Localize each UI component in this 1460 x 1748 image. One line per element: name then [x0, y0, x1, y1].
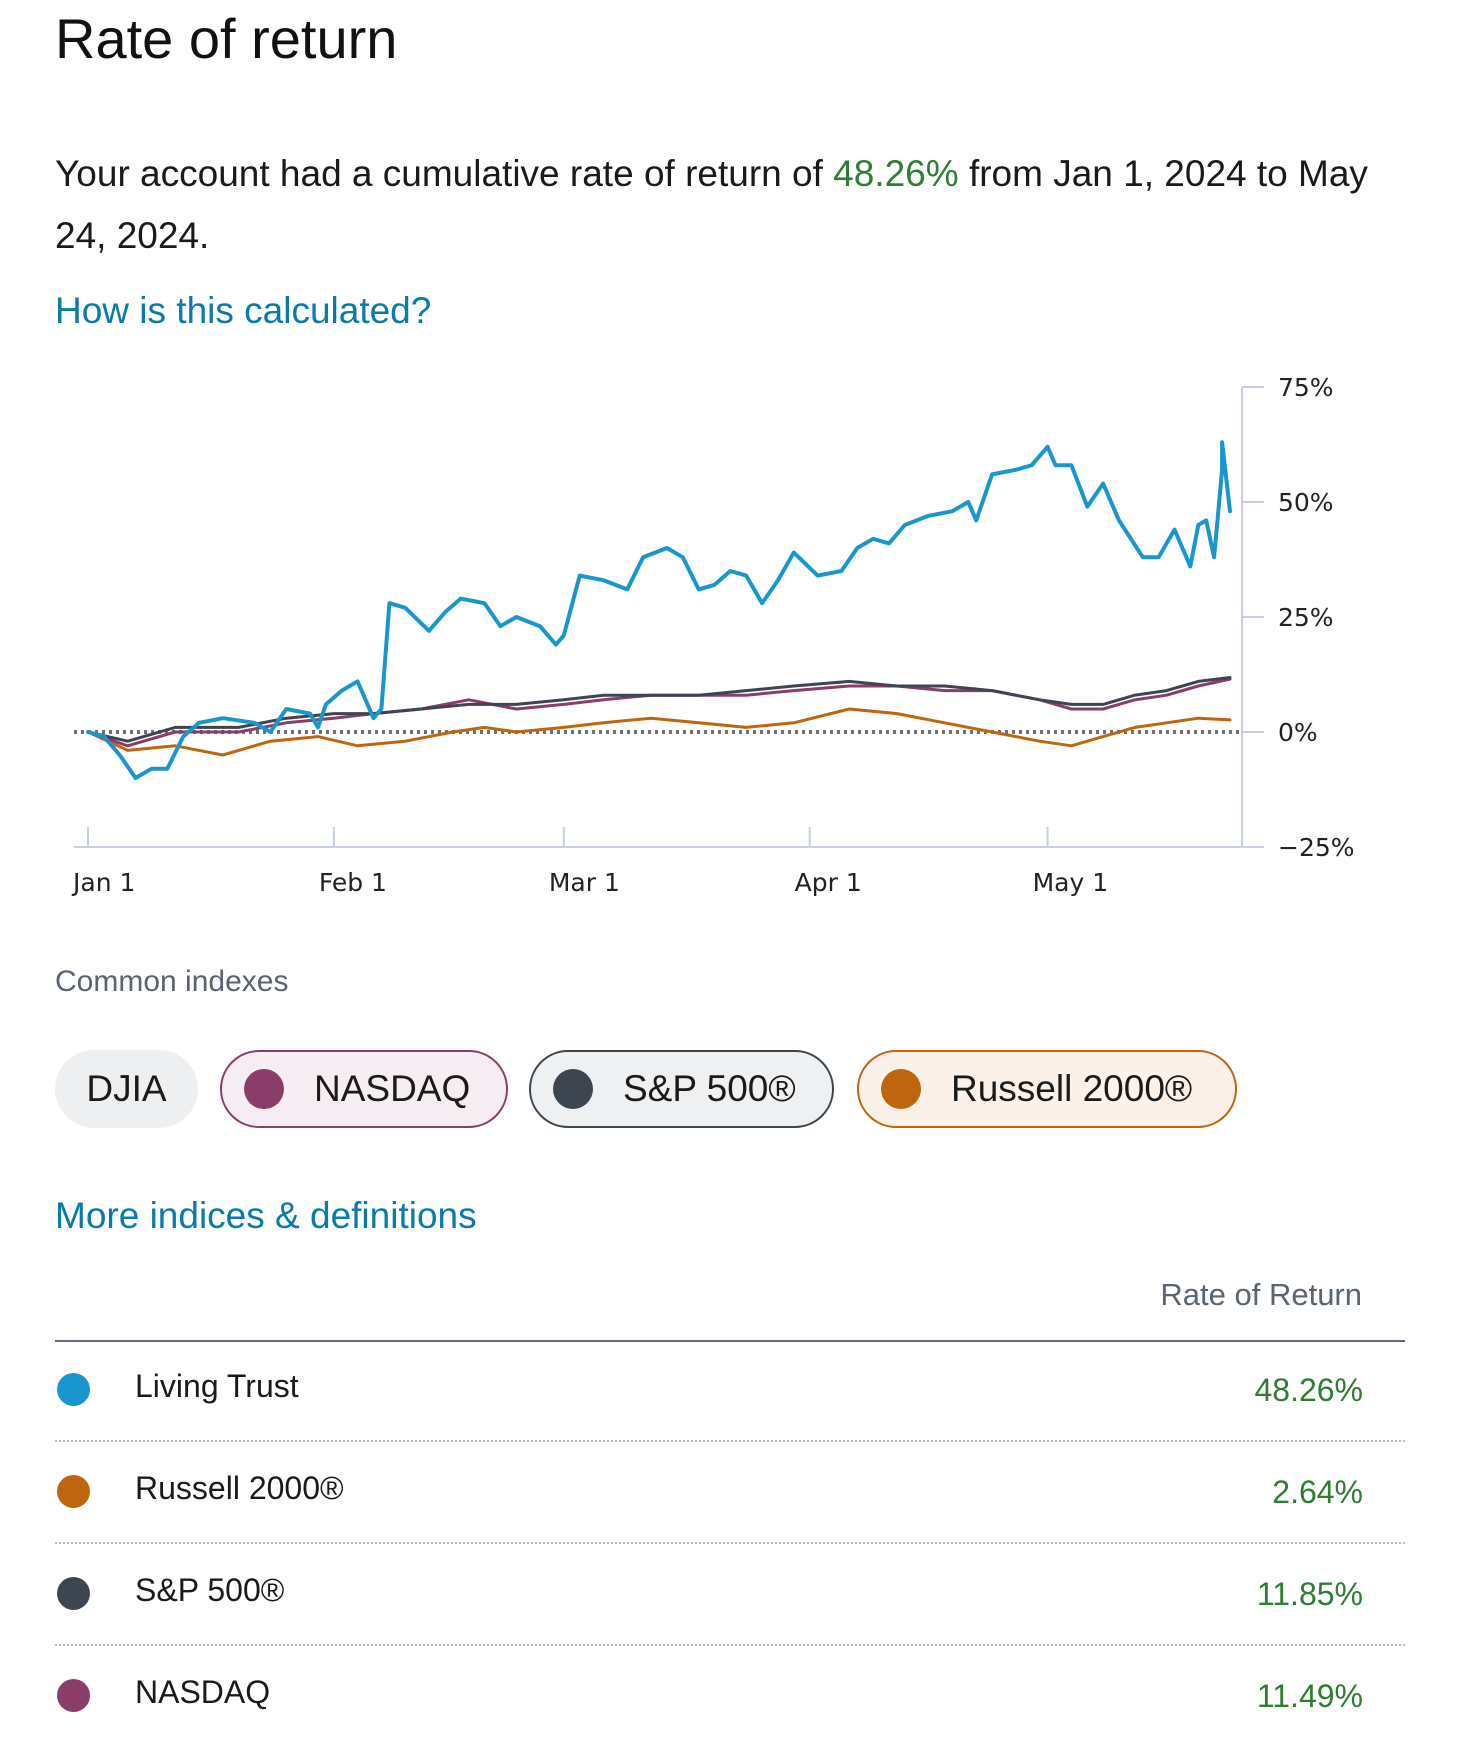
- table-row: NASDAQ 11.49%: [55, 1646, 1405, 1748]
- more-indices-link[interactable]: More indices & definitions: [55, 1195, 477, 1236]
- chart-axes: 75% 50% 25% 0% −25% Jan 1 Feb 1 Mar 1 Apr 1 May 1: [71, 373, 1355, 897]
- x-tick-label: Feb 1: [319, 868, 387, 897]
- return-summary: Your account had a cumulative rate of re…: [55, 143, 1395, 267]
- row-value: 11.49%: [1256, 1678, 1363, 1714]
- y-tick-label: 0%: [1278, 718, 1318, 747]
- x-tick-label: May 1: [1033, 868, 1109, 897]
- chip-sp500-label: S&P 500®: [623, 1068, 796, 1109]
- chip-djia-label: DJIA: [86, 1068, 167, 1109]
- russell-dot-icon: [57, 1475, 90, 1508]
- russell-dot-icon: [881, 1069, 921, 1109]
- x-tick-label: Mar 1: [549, 868, 620, 897]
- chip-nasdaq-label: NASDAQ: [314, 1068, 471, 1109]
- sp500-dot-icon: [57, 1577, 90, 1610]
- table-row: S&P 500® 11.85%: [55, 1544, 1405, 1646]
- chip-djia[interactable]: DJIA: [55, 1050, 198, 1128]
- row-name: S&P 500®: [135, 1572, 285, 1608]
- series-line-living-trust: [86, 440, 1232, 780]
- row-divider: [55, 1440, 1405, 1442]
- y-tick-label: −25%: [1278, 833, 1355, 862]
- x-tick-label: Apr 1: [795, 868, 862, 897]
- common-indexes-label: Common indexes: [55, 965, 289, 998]
- table-header-rate-of-return: Rate of Return: [1160, 1277, 1362, 1312]
- row-name: Russell 2000®: [135, 1470, 344, 1506]
- row-value: 11.85%: [1256, 1576, 1363, 1612]
- series-line-russell-2000: [86, 707, 1232, 757]
- chip-russell-label: Russell 2000®: [951, 1068, 1193, 1109]
- series-line-s-p-500: [86, 676, 1232, 743]
- chip-sp500[interactable]: S&P 500®: [529, 1050, 834, 1128]
- table-divider: [55, 1340, 1405, 1342]
- y-tick-label: 25%: [1278, 603, 1334, 632]
- summary-suffix: from Jan 1, 2024 to May 24, 2024.: [55, 153, 1368, 256]
- summary-prefix: Your account had a cumulative rate of re…: [55, 153, 823, 194]
- row-value: 48.26%: [1254, 1372, 1363, 1408]
- page-title: Rate of return: [55, 7, 398, 70]
- row-name: NASDAQ: [135, 1674, 271, 1710]
- chip-nasdaq[interactable]: NASDAQ: [220, 1050, 508, 1128]
- row-divider: [55, 1644, 1405, 1646]
- living-trust-dot-icon: [57, 1373, 90, 1406]
- summary-return-value: 48.26%: [833, 153, 959, 194]
- nasdaq-dot-icon: [244, 1069, 284, 1109]
- rate-of-return-chart: 75% 50% 25% 0% −25% Jan 1 Feb 1 Mar 1 Apr 1 May 1: [71, 373, 1355, 897]
- y-tick-label: 50%: [1278, 488, 1334, 517]
- table-row: Living Trust 48.26%: [55, 1340, 1405, 1442]
- row-name: Living Trust: [135, 1368, 299, 1404]
- sp500-dot-icon: [553, 1069, 593, 1109]
- chart-lines: [86, 440, 1232, 780]
- series-line-nasdaq: [86, 677, 1232, 748]
- chip-russell-2000[interactable]: Russell 2000®: [857, 1050, 1237, 1128]
- y-tick-label: 75%: [1278, 373, 1334, 402]
- how-calculated-link[interactable]: How is this calculated?: [55, 290, 432, 331]
- nasdaq-dot-icon: [57, 1679, 90, 1712]
- row-divider: [55, 1542, 1405, 1544]
- row-value: 2.64%: [1272, 1474, 1363, 1510]
- table-row: Russell 2000® 2.64%: [55, 1442, 1405, 1544]
- x-tick-label: Jan 1: [71, 868, 135, 897]
